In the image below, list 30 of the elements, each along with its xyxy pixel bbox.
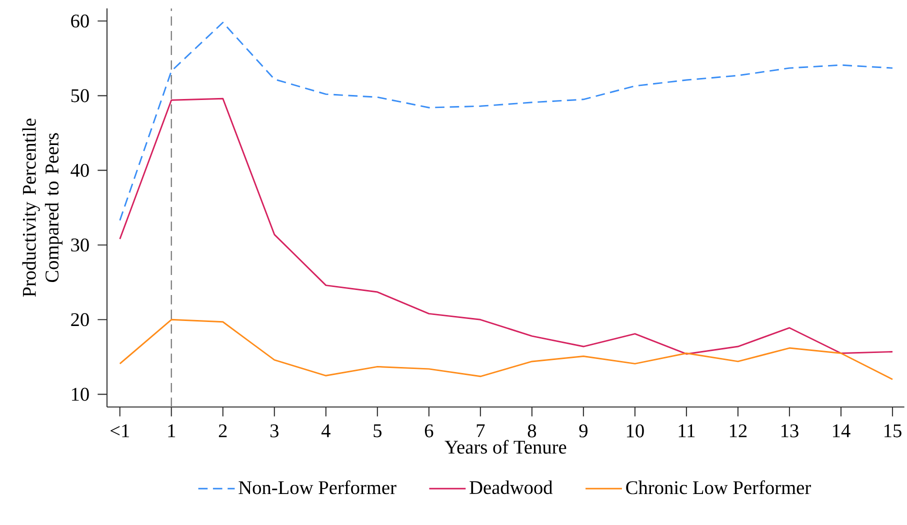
x-tick-label: 4 xyxy=(321,424,330,438)
y-axis-title: Productivity Percentile Compared to Peers xyxy=(22,118,62,297)
x-tick-label: 6 xyxy=(424,424,434,438)
x-tick-label: 14 xyxy=(833,424,850,438)
x-tick-label: 1 xyxy=(168,424,176,438)
y-tick-label: 10 xyxy=(72,388,89,401)
line-series xyxy=(119,98,894,355)
legend-label: Deadwood xyxy=(470,480,553,494)
x-tick-label: 7 xyxy=(476,424,485,438)
x-tick-label: 5 xyxy=(374,424,382,438)
y-tick-label: 60 xyxy=(71,14,89,28)
x-tick-label: 13 xyxy=(782,424,798,438)
x-tick-label: 3 xyxy=(270,424,278,438)
y-tick-label: 30 xyxy=(71,238,89,252)
y-tick-label: 50 xyxy=(71,89,89,102)
legend-label: Non-Low Performer xyxy=(238,480,396,494)
y-tick-label: 40 xyxy=(70,164,89,177)
x-axis-title: Years of Tenure xyxy=(444,440,566,454)
x-tick-label: 12 xyxy=(730,424,747,438)
y-tick-label: 20 xyxy=(71,313,89,326)
x-tick-label: 2 xyxy=(218,424,227,438)
x-tick-label: 11 xyxy=(678,424,695,438)
x-tick-label: 10 xyxy=(626,424,644,438)
line-series xyxy=(119,22,894,222)
legend-label: Chronic Low Performer xyxy=(626,480,811,494)
x-tick-label: 8 xyxy=(528,424,536,438)
x-tick-label: 9 xyxy=(579,424,588,438)
x-tick-label: <1 xyxy=(110,424,130,438)
line-series xyxy=(119,318,894,380)
x-tick-label: 15 xyxy=(884,424,902,438)
